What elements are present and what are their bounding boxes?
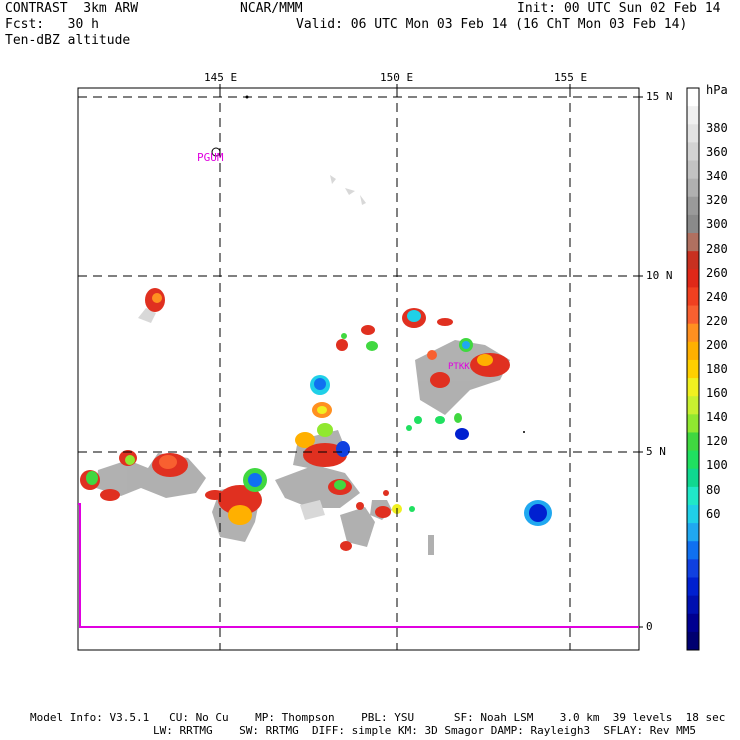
colorbar-swatch [687, 378, 699, 397]
colorbar-swatch [687, 88, 699, 107]
colorbar-swatch [687, 178, 699, 198]
colorbar-swatch [687, 613, 699, 633]
colorbar-swatch [687, 160, 699, 180]
colorbar-tick-label: 360 [706, 145, 728, 160]
station-marker-pgum [211, 147, 221, 157]
island-marker [523, 431, 525, 433]
colorbar-swatch [687, 196, 699, 216]
field-name: Ten-dBZ altitude [5, 33, 131, 48]
echo-layer [80, 175, 552, 555]
colorbar-swatch [687, 414, 699, 433]
colorbar-swatch [687, 106, 699, 125]
right-axis-zero: 0 [646, 620, 653, 633]
island-marker [245, 95, 249, 99]
model-title: CONTRAST 3km ARW [5, 1, 139, 16]
colorbar-swatch [687, 396, 699, 415]
magenta-trace-line [78, 503, 639, 628]
colorbar-swatch [687, 124, 699, 143]
station-label-pgum: PGUM [197, 151, 224, 164]
colorbar-swatch [687, 287, 699, 307]
colorbar [687, 88, 699, 651]
init-time: Init: 00 UTC Sun 02 Feb 14 [517, 1, 721, 16]
colorbar-tick-label: 220 [706, 313, 728, 328]
colorbar-swatch [687, 432, 699, 452]
valid-time: Valid: 06 UTC Mon 03 Feb 14 (16 ChT Mon … [296, 17, 688, 32]
colorbar-tick-label: 160 [706, 386, 728, 401]
colorbar-swatch [687, 450, 699, 470]
colorbar-swatch [687, 595, 699, 615]
colorbar-swatch [687, 523, 699, 542]
lat-label-5n: 5 N [646, 445, 666, 458]
lon-label-155: 155 E [554, 71, 588, 84]
agency-label: NCAR/MMM [240, 1, 303, 16]
colorbar-swatch [687, 559, 699, 578]
colorbar-tick-label: 80 [706, 482, 721, 497]
tick-marks [219, 84, 643, 628]
colorbar-tick-label: 100 [706, 458, 728, 473]
colorbar-tick-label: 180 [706, 362, 728, 376]
colorbar-swatch [687, 486, 699, 506]
colorbar-tick-label: 320 [706, 193, 728, 208]
colorbar-tick-label: 240 [706, 289, 728, 304]
colorbar-swatch [687, 468, 699, 488]
colorbar-swatch [687, 214, 699, 234]
colorbar-swatch [687, 631, 699, 651]
colorbar-tick-label: 60 [706, 506, 721, 521]
colorbar-swatch [687, 269, 699, 288]
lat-label-15n: 15 N [646, 90, 673, 103]
colorbar-swatch [687, 341, 699, 361]
lon-label-145: 145 E [204, 71, 238, 84]
map-frame [77, 87, 640, 651]
lon-label-150: 150 E [380, 71, 414, 84]
colorbar-tick-label: 140 [706, 410, 728, 425]
colorbar-unit: hPa [706, 83, 728, 97]
colorbar-tick-label: 300 [706, 217, 728, 232]
colorbar-swatch [687, 323, 699, 343]
colorbar-frame [686, 87, 700, 651]
colorbar-tick-label: 260 [706, 265, 728, 280]
graticule [78, 88, 639, 650]
light-echoes [138, 175, 366, 520]
convective-cores [80, 288, 552, 551]
colorbar-swatch [687, 577, 699, 597]
model-info-line2: LW: RRTMG SW: RRTMG DIFF: simple KM: 3D … [153, 724, 697, 737]
forecast-hour: Fcst: 30 h [5, 17, 99, 32]
colorbar-tick-label: 200 [706, 337, 728, 352]
colorbar-swatch [687, 233, 699, 252]
colorbar-tick-label: 120 [706, 434, 728, 449]
colorbar-swatch [687, 142, 699, 162]
colorbar-swatch [687, 359, 699, 379]
lat-label-10n: 10 N [646, 269, 673, 282]
colorbar-tick-label: 280 [706, 241, 728, 256]
station-label-ptkk: PTKK [448, 362, 470, 372]
colorbar-swatch [687, 541, 699, 560]
colorbar-swatch [687, 305, 699, 325]
colorbar-swatch [687, 251, 699, 270]
colorbar-swatch [687, 504, 699, 524]
colorbar-tick-label: 340 [706, 169, 728, 184]
model-info-line1: Model Info: V3.5.1 CU: No Cu MP: Thompso… [30, 711, 726, 724]
colorbar-tick-label: 380 [706, 121, 728, 135]
